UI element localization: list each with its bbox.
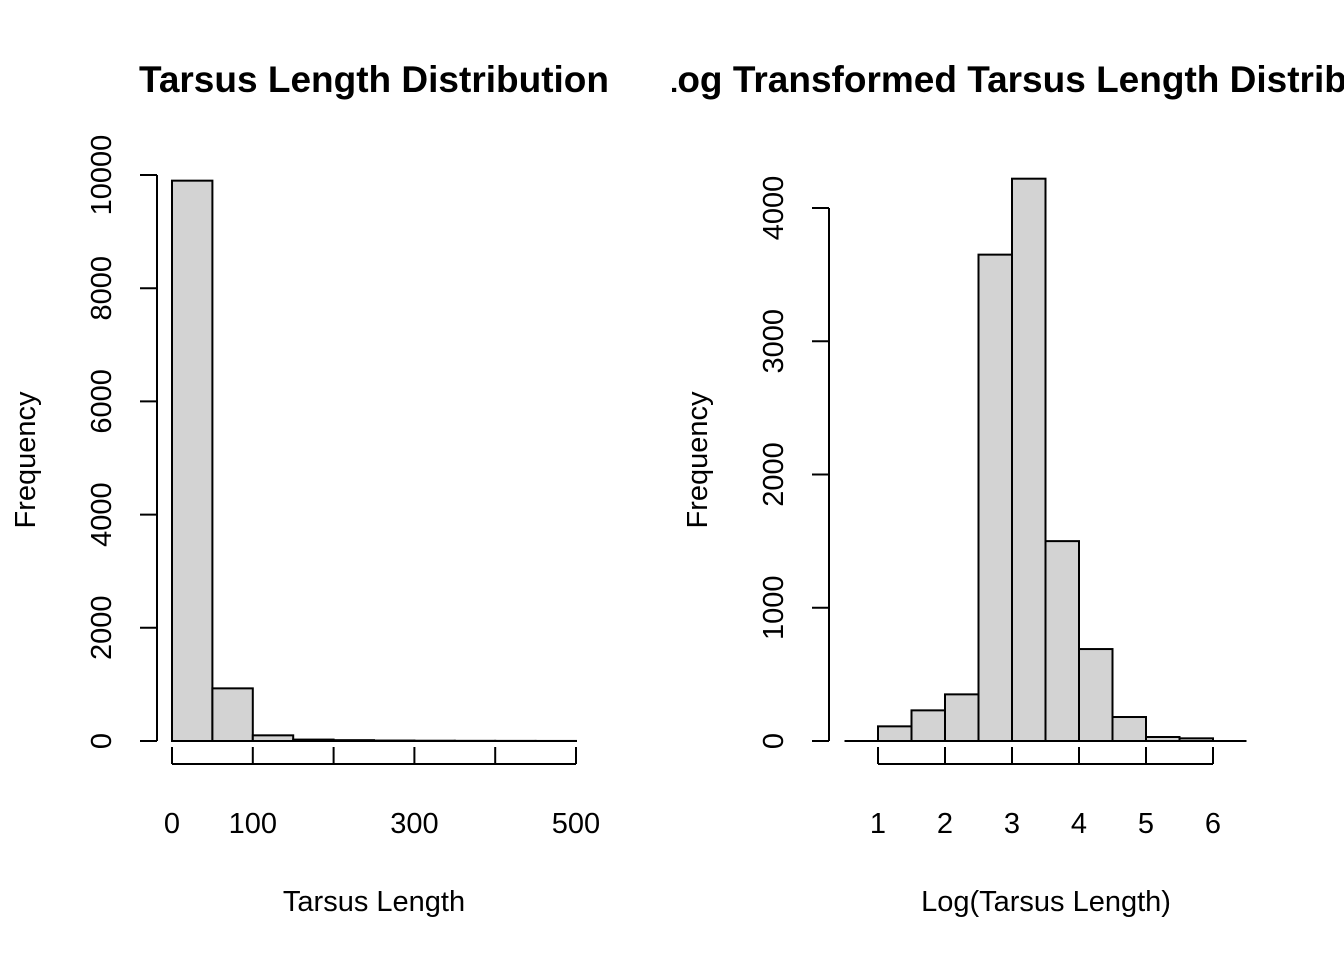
x-axis-label: Tarsus Length [283,886,465,918]
bars [844,177,1247,743]
histogram-bar [944,693,980,742]
y-tick-label: 10000 [86,135,118,216]
histogram-bar [1011,177,1047,742]
histogram-bar [1111,716,1147,743]
x-axis: 0 100 300 500 [164,747,600,840]
x-tick-label: 300 [390,808,438,840]
log-tarsus-length-histogram-panel: Log Transformed Tarsus Length Distributi… [655,59,1344,918]
y-tick-label: 3000 [758,309,790,374]
x-tick-label: 6 [1205,808,1221,840]
histogram-bar [910,709,946,742]
histogram-bar [977,253,1013,742]
y-tick-label: 8000 [86,256,118,321]
histogram-bar [1145,736,1181,743]
histogram-bar [877,725,913,743]
x-tick-label: 1 [870,808,886,840]
y-tick-label: 6000 [86,369,118,434]
y-axis: 0 1000 2000 3000 4000 [758,176,830,749]
y-tick-label: 0 [758,733,790,749]
histogram-bar [251,734,295,743]
y-tick-label: 2000 [86,596,118,661]
chart-title: Log Transformed Tarsus Length Distributi… [655,59,1344,100]
histogram-bar [211,687,254,742]
histogram-bar [1078,648,1114,742]
y-tick-label: 4000 [758,176,790,241]
histogram-bar [1044,540,1080,742]
tarsus-length-histogram-panel: Tarsus Length Distribution Tarsus Length… [10,59,609,918]
bars [171,179,577,743]
x-tick-label: 3 [1004,808,1020,840]
histogram-bar [1178,737,1214,743]
y-axis-label: Frequency [10,391,42,529]
y-axis: 0 2000 4000 6000 8000 10000 [86,135,158,749]
y-tick-label: 2000 [758,442,790,507]
histogram-bar [332,739,376,743]
x-tick-label: 4 [1071,808,1087,840]
chart-title: Tarsus Length Distribution [139,59,609,100]
y-axis-label: Frequency [682,391,714,529]
x-axis: 1 2 3 4 5 6 [870,747,1221,840]
x-tick-label: 100 [229,808,277,840]
histogram-bar [292,738,335,743]
histogram-bar [171,179,214,743]
y-tick-label: 1000 [758,575,790,640]
x-tick-label: 2 [937,808,953,840]
x-tick-label: 0 [164,808,180,840]
x-tick-label: 5 [1138,808,1154,840]
x-axis-label: Log(Tarsus Length) [921,886,1171,918]
x-tick-label: 500 [552,808,600,840]
y-tick-label: 4000 [86,482,118,547]
y-tick-label: 0 [86,733,118,749]
